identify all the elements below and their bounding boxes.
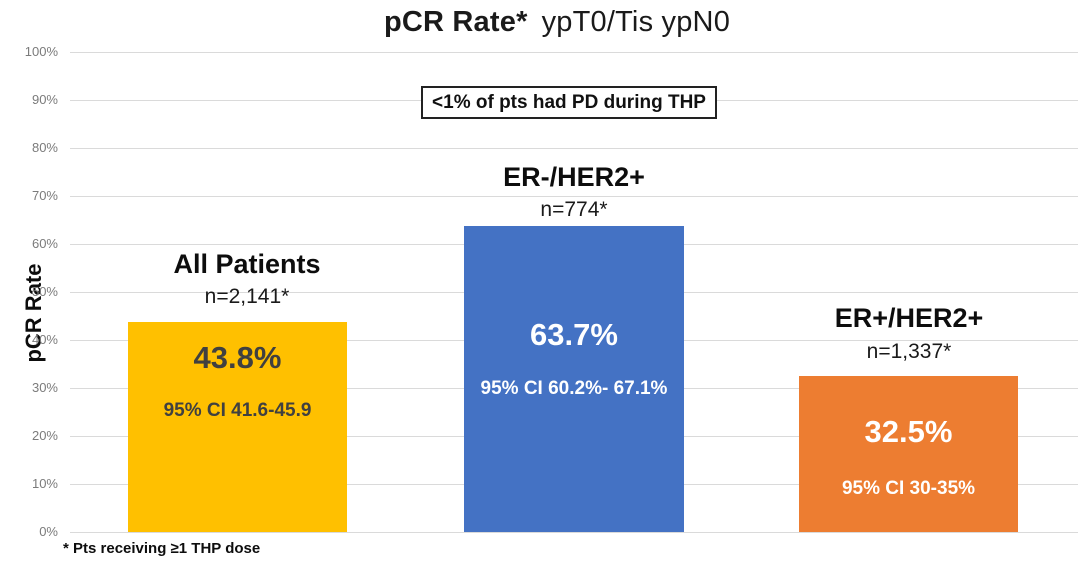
chart-title-rest: ypT0/Tis ypN0 <box>541 6 731 38</box>
ci-label-er-neg-her2-pos: 95% CI 60.2%- 67.1% <box>480 378 668 399</box>
category-label-er-neg-her2-pos: ER-/HER2+ <box>503 162 645 192</box>
ci-label-all-patients: 95% CI 41.6-45.9 <box>163 400 312 421</box>
y-tick-label: 30% <box>31 380 58 395</box>
y-tick-label: 70% <box>31 188 58 203</box>
y-tick-label: 80% <box>31 140 58 155</box>
chart-title-bold: pCR Rate* <box>383 6 528 38</box>
chart-footnote: * Pts receiving ≥1 THP dose <box>63 540 261 557</box>
category-label-all-patients: All Patients <box>173 249 321 279</box>
y-tick-label: 0% <box>39 524 58 539</box>
gridline <box>70 196 1078 197</box>
y-axis-label: pCR Rate <box>21 263 46 363</box>
sample-size-er-pos-her2-pos: n=1,337* <box>866 340 952 363</box>
y-tick-label: 50% <box>31 284 58 299</box>
value-label-all-patients: 43.8% <box>193 340 282 375</box>
gridline <box>70 52 1078 53</box>
y-tick-label: 40% <box>31 332 58 347</box>
gridline <box>70 148 1078 149</box>
sample-size-er-neg-her2-pos: n=774* <box>540 198 608 221</box>
value-label-er-neg-her2-pos: 63.7% <box>530 317 618 352</box>
y-tick-label: 20% <box>31 428 58 443</box>
bar-er-neg-her2-pos <box>464 226 684 532</box>
sample-size-all-patients: n=2,141* <box>204 285 290 308</box>
ci-label-er-pos-her2-pos: 95% CI 30-35% <box>841 478 976 499</box>
y-tick-label: 60% <box>31 236 58 251</box>
chart-title: pCR Rate* ypT0/Tis ypN0 <box>35 6 1079 39</box>
bar-all-patients <box>128 322 347 532</box>
category-label-er-pos-her2-pos: ER+/HER2+ <box>834 303 984 333</box>
bar-er-pos-her2-pos <box>799 376 1018 532</box>
gridline <box>70 532 1078 533</box>
y-tick-label: 10% <box>31 476 58 491</box>
value-label-er-pos-her2-pos: 32.5% <box>864 414 953 449</box>
y-tick-label: 100% <box>24 44 58 59</box>
y-tick-label: 90% <box>31 92 58 107</box>
annotation-box: <1% of pts had PD during THP <box>421 86 717 119</box>
